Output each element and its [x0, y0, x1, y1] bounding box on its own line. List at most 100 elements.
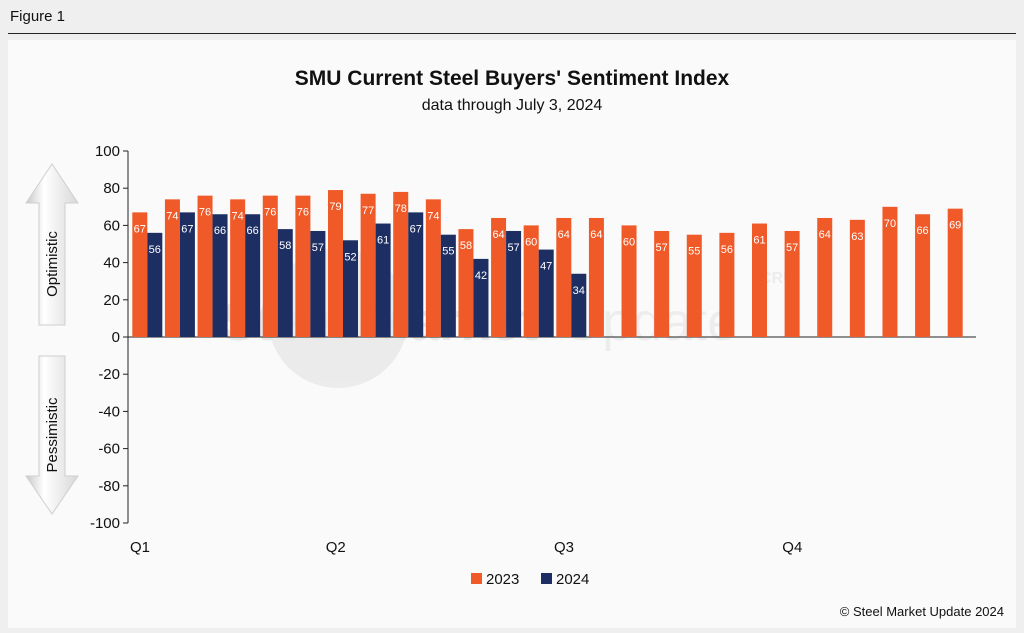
- bar-value-label-2023-18: 55: [688, 246, 700, 258]
- bar-value-label-2024-14: 34: [573, 285, 585, 297]
- bar-value-label-2023-21: 57: [786, 242, 798, 254]
- bar-value-label-2024-7: 52: [344, 251, 356, 263]
- bar-value-label-2023-14: 64: [558, 229, 570, 241]
- bar-2024-4: [245, 214, 261, 337]
- bar-2024-10: [440, 234, 456, 337]
- bar-value-label-2024-6: 57: [312, 242, 324, 254]
- bar-2023-9: [393, 191, 409, 337]
- bar-value-label-2024-3: 66: [214, 225, 226, 237]
- bar-value-label-2023-1: 67: [134, 223, 146, 235]
- chart-panel: Steel Market Update CRU SMU Current Stee…: [8, 40, 1016, 628]
- bar-2024-6: [310, 230, 326, 337]
- bar-value-label-2023-5: 76: [264, 207, 276, 219]
- bar-value-label-2024-8: 61: [377, 235, 389, 247]
- bar-2023-24: [882, 206, 898, 337]
- chart-title: SMU Current Steel Buyers' Sentiment Inde…: [295, 67, 730, 90]
- y-tick-label: 80: [103, 180, 120, 197]
- bar-2023-14: [556, 217, 572, 337]
- bar-2024-8: [375, 223, 391, 337]
- bar-value-label-2023-2: 74: [166, 210, 178, 222]
- chart-legend: 2023 2024: [471, 571, 589, 588]
- bar-value-label-2023-24: 70: [884, 218, 896, 230]
- bar-2024-7: [343, 240, 358, 337]
- bar-2023-8: [360, 193, 376, 337]
- bar-2023-21: [784, 230, 800, 337]
- legend-swatch-2023: [471, 573, 482, 584]
- bar-value-label-2024-12: 57: [507, 242, 519, 254]
- bar-2024-9: [408, 212, 424, 337]
- bar-value-label-2024-13: 47: [540, 261, 552, 273]
- bar-2023-3: [197, 195, 213, 337]
- pessimistic-label: Pessimistic: [44, 397, 61, 473]
- bar-value-label-2023-17: 57: [656, 242, 668, 254]
- y-tick-label: -80: [98, 478, 120, 495]
- quarter-label-q4: Q4: [782, 539, 802, 556]
- bar-2023-1: [132, 212, 148, 337]
- bar-value-label-2023-25: 66: [916, 225, 928, 237]
- bar-2023-17: [654, 230, 670, 337]
- bar-value-label-2024-1: 56: [149, 244, 161, 256]
- bar-value-label-2023-23: 63: [851, 231, 863, 243]
- chart-subtitle: data through July 3, 2024: [422, 97, 603, 114]
- bar-2023-19: [719, 232, 735, 337]
- y-tick-label: -40: [98, 403, 120, 420]
- bar-2023-11: [458, 229, 474, 337]
- bar-2023-18: [686, 234, 702, 337]
- bar-value-label-2023-9: 78: [395, 203, 407, 215]
- bar-2023-20: [752, 223, 767, 337]
- bar-2024-13: [538, 249, 554, 337]
- bar-value-label-2023-6: 76: [297, 207, 309, 219]
- legend-swatch-2024: [541, 573, 552, 584]
- optimistic-arrow-icon: Optimistic: [25, 163, 79, 326]
- bar-2024-11: [473, 258, 489, 337]
- bar-value-label-2023-20: 61: [753, 235, 765, 247]
- legend-label-2024: 2024: [556, 571, 589, 588]
- quarter-label-q2: Q2: [326, 539, 346, 556]
- bar-value-label-2024-4: 66: [247, 225, 259, 237]
- y-tick-label: -20: [98, 366, 120, 383]
- bar-value-label-2023-12: 64: [492, 229, 504, 241]
- bar-2024-1: [147, 232, 163, 337]
- bar-value-label-2023-15: 64: [590, 229, 602, 241]
- bar-2023-6: [295, 195, 311, 337]
- bar-value-label-2023-8: 77: [362, 205, 374, 217]
- bar-2023-26: [947, 208, 963, 337]
- bar-value-label-2023-3: 76: [199, 207, 211, 219]
- figure-label: Figure 1: [10, 8, 66, 25]
- bar-2024-5: [277, 229, 293, 337]
- chart-bars: [132, 190, 963, 337]
- bar-value-label-2023-10: 74: [427, 210, 439, 222]
- bar-value-label-2023-13: 60: [525, 236, 537, 248]
- bar-2024-12: [506, 230, 522, 337]
- y-tick-label: -60: [98, 441, 120, 458]
- bar-value-label-2023-16: 60: [623, 236, 635, 248]
- figure-divider: [8, 33, 1016, 34]
- bar-2023-7: [328, 190, 343, 337]
- quarter-label-q1: Q1: [130, 539, 150, 556]
- bar-value-label-2023-7: 79: [329, 201, 341, 213]
- legend-label-2023: 2023: [486, 571, 519, 588]
- bar-2023-12: [491, 217, 507, 337]
- bar-2023-23: [849, 219, 865, 337]
- bar-2023-22: [817, 217, 833, 337]
- sentiment-bar-chart: Steel Market Update CRU SMU Current Stee…: [25, 67, 1004, 619]
- y-tick-label: -100: [90, 515, 120, 532]
- bar-2023-25: [915, 214, 931, 337]
- bar-value-label-2023-19: 56: [721, 244, 733, 256]
- bar-2024-3: [212, 214, 228, 337]
- pessimistic-arrow-icon: Pessimistic: [25, 355, 79, 515]
- bar-2024-2: [179, 212, 195, 337]
- bar-2023-13: [523, 225, 539, 337]
- copyright-footer: © Steel Market Update 2024: [840, 604, 1004, 619]
- optimistic-label: Optimistic: [44, 231, 61, 297]
- chart-axes: 100 80 60 40 20 0 -20 -40 -60 -80 -100 Q1 Q2 Q3 Q4: [90, 143, 976, 556]
- bar-value-label-2024-11: 42: [475, 270, 487, 282]
- bar-value-label-2023-11: 58: [460, 240, 472, 252]
- bar-2023-2: [164, 199, 180, 337]
- bar-2024-14: [571, 273, 587, 337]
- bar-value-label-2023-4: 74: [232, 210, 244, 222]
- quarter-label-q3: Q3: [554, 539, 574, 556]
- bar-value-label-2023-26: 69: [949, 220, 961, 232]
- y-tick-label: 60: [103, 217, 120, 234]
- bar-value-label-2024-2: 67: [181, 223, 193, 235]
